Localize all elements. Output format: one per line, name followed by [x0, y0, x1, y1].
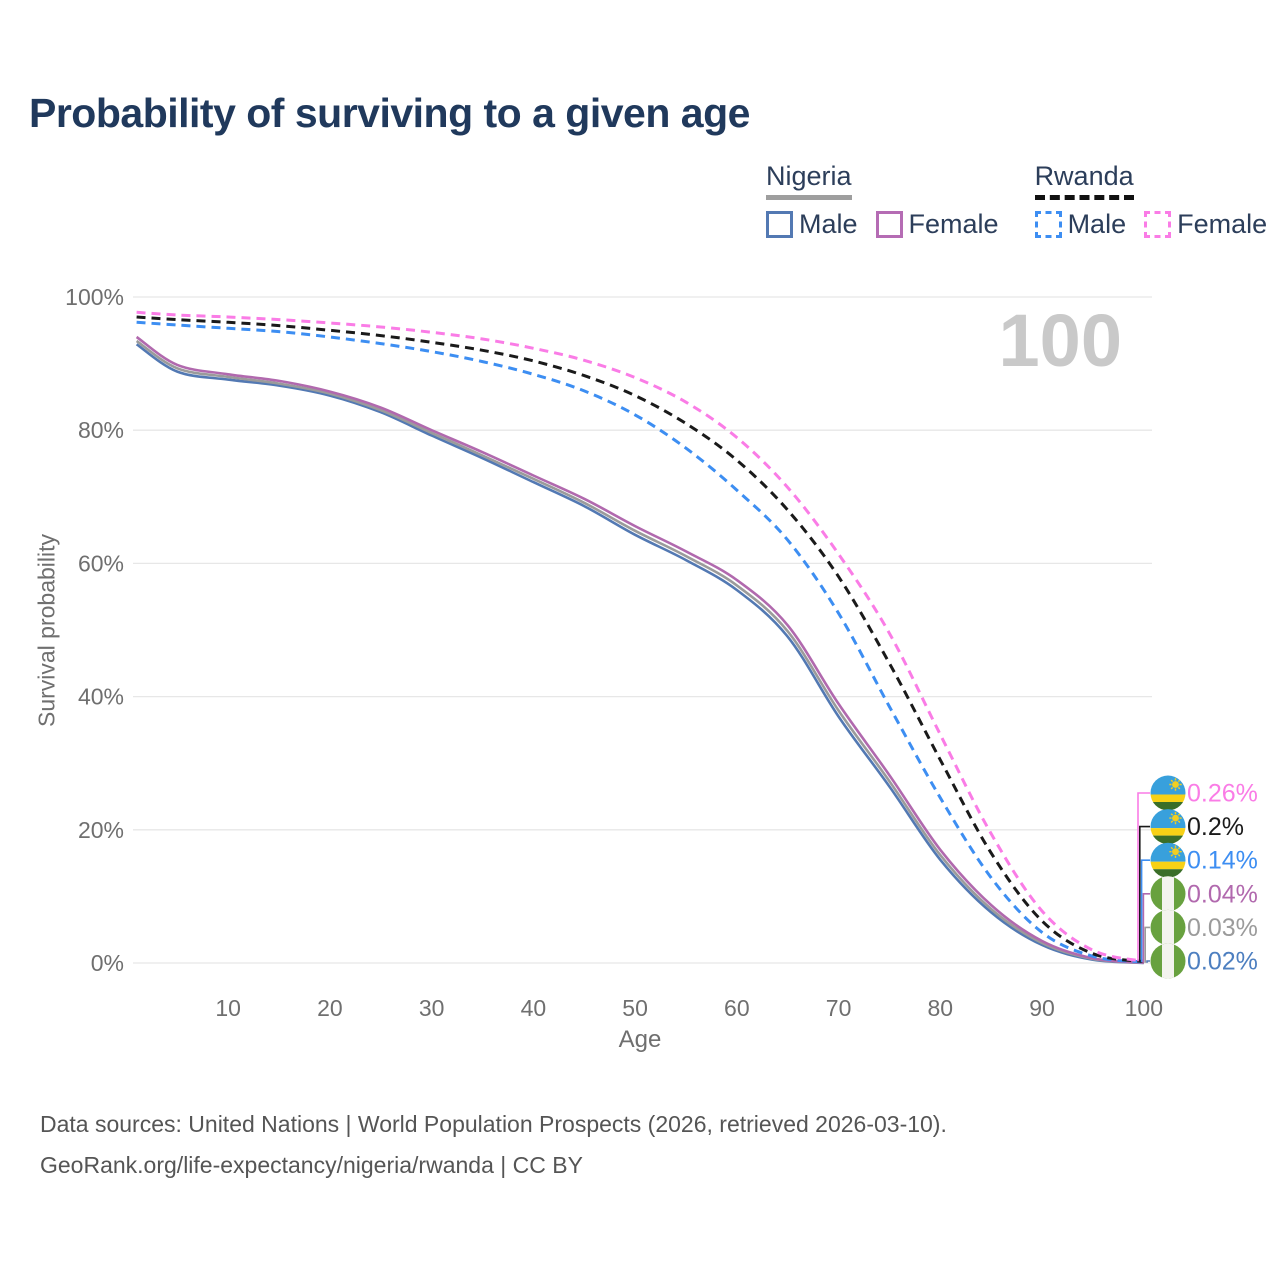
y-tick-label: 20% — [78, 817, 124, 843]
legend-country-nigeria[interactable]: Nigeria — [766, 161, 852, 200]
y-axis-title: Survival probability — [33, 533, 60, 728]
end-label-nigeria-male[interactable]: 0.02% — [1146, 943, 1258, 979]
end-label-connector — [1146, 960, 1150, 963]
page-title: Probability of surviving to a given age — [29, 90, 750, 136]
y-tick-label: 80% — [78, 417, 124, 443]
end-label-value: 0.03% — [1187, 914, 1258, 942]
end-label-connector — [1140, 859, 1150, 963]
x-tick-label: 10 — [215, 995, 241, 1021]
legend-group-nigeria: Nigeria Male Female — [766, 161, 999, 240]
age-watermark: 100 — [999, 299, 1122, 382]
end-label-rwanda-male[interactable]: 0.14% — [1140, 842, 1258, 963]
legend-swatch-rwanda-male — [1034, 211, 1062, 238]
x-tick-label: 20 — [317, 995, 343, 1021]
end-label-nigeria-all[interactable]: 0.03% — [1144, 909, 1258, 963]
chart-legend: Nigeria Male Female Rwanda Male Female — [766, 161, 1267, 240]
attribution-line: GeoRank.org/life-expectancy/nigeria/rwan… — [40, 1152, 583, 1178]
end-label-value: 0.14% — [1187, 847, 1258, 875]
curve-nigeria-male[interactable] — [135, 343, 1144, 965]
grid-layer: 0% 20% 40% 60% 80% 100% 10 20 30 40 50 60 70 80 90 100 — [65, 284, 1163, 1021]
legend-country-rwanda[interactable]: Rwanda — [1034, 161, 1134, 200]
legend-items-rwanda: Male Female — [1034, 209, 1267, 240]
legend-item-label: Male — [799, 209, 858, 239]
x-tick-label: 30 — [419, 995, 445, 1021]
legend-item-label: Male — [1067, 209, 1127, 239]
nigeria-flag-icon — [1150, 909, 1186, 945]
nigeria-flag-icon — [1150, 876, 1186, 912]
y-tick-label: 0% — [91, 950, 124, 976]
rwanda-flag-icon — [1150, 842, 1186, 878]
legend-item-rwanda-male[interactable]: Male — [1034, 209, 1127, 240]
x-tick-label: 100 — [1125, 995, 1163, 1021]
legend-group-rwanda: Rwanda Male Female — [1034, 161, 1267, 240]
nigeria-flag-icon — [1150, 943, 1186, 979]
data-sources-line: Data sources: United Nations | World Pop… — [40, 1111, 947, 1137]
end-label-value: 0.26% — [1187, 780, 1258, 808]
y-tick-label: 60% — [78, 550, 124, 576]
legend-item-nigeria-female[interactable]: Female — [875, 209, 999, 240]
y-tick-label: 40% — [78, 684, 124, 710]
y-tick-label: 100% — [65, 284, 124, 310]
x-tick-label: 80 — [928, 995, 954, 1021]
x-tick-label: 50 — [622, 995, 648, 1021]
x-tick-label: 70 — [826, 995, 852, 1021]
end-label-connector — [1137, 792, 1150, 962]
chart-footer: Data sources: United Nations | World Pop… — [40, 1104, 947, 1186]
end-label-connector — [1139, 825, 1150, 962]
legend-item-rwanda-female[interactable]: Female — [1144, 209, 1267, 240]
series-layer — [135, 310, 1145, 965]
x-tick-label: 60 — [724, 995, 750, 1021]
end-label-rwanda-female[interactable]: 0.26% — [1137, 775, 1258, 962]
curve-rwanda-all[interactable] — [136, 315, 1145, 964]
legend-item-label: Female — [908, 209, 999, 239]
end-label-value: 0.04% — [1187, 880, 1258, 908]
legend-swatch-nigeria-female — [875, 211, 903, 238]
end-label-value: 0.2% — [1187, 813, 1244, 841]
end-label-value: 0.02% — [1187, 948, 1258, 976]
end-label-connector — [1142, 893, 1150, 963]
legend-items-nigeria: Male Female — [766, 209, 999, 240]
curve-rwanda-male[interactable] — [136, 320, 1144, 964]
x-tick-label: 40 — [521, 995, 547, 1021]
legend-item-nigeria-male[interactable]: Male — [766, 209, 858, 240]
curve-rwanda-female[interactable] — [136, 310, 1145, 963]
x-tick-label: 90 — [1029, 995, 1055, 1021]
rwanda-flag-icon — [1150, 809, 1186, 845]
x-axis-title: Age — [618, 1026, 662, 1053]
end-label-rwanda-all[interactable]: 0.2% — [1139, 809, 1244, 962]
rwanda-flag-icon — [1150, 775, 1186, 811]
legend-item-label: Female — [1177, 209, 1268, 239]
curve-nigeria-all[interactable] — [135, 339, 1144, 965]
legend-swatch-nigeria-male — [766, 211, 793, 238]
curve-nigeria-female[interactable] — [135, 335, 1144, 964]
end-label-connector — [1144, 926, 1150, 963]
end-labels-layer: 0.26% 0.2% 0.14% 0.04% 0.03% 0.02% — [1137, 775, 1258, 979]
end-label-nigeria-female[interactable]: 0.04% — [1142, 876, 1258, 963]
legend-swatch-rwanda-female — [1144, 211, 1172, 238]
